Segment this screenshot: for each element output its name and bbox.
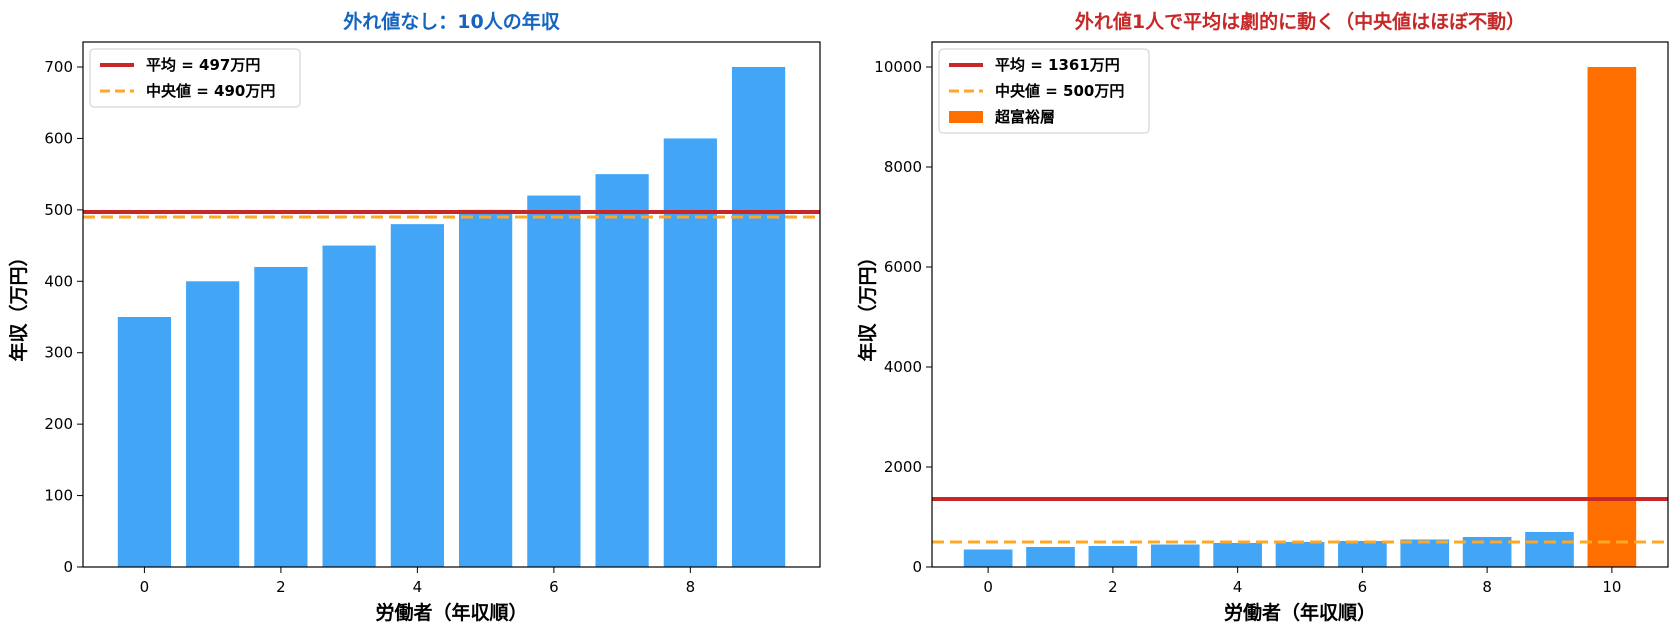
bar-worker-5: [459, 209, 513, 567]
x-axis-label: 労働者（年収順）: [1224, 601, 1376, 624]
bar-worker-4: [1213, 543, 1262, 567]
axes-frame: [82, 41, 821, 568]
x-tick-label: 2: [276, 578, 286, 596]
legend-box: [938, 48, 1150, 134]
x-tick-label: 0: [983, 578, 993, 596]
bar-worker-0: [117, 317, 172, 567]
bar-worker-9: [731, 67, 786, 567]
y-tick-label: 0: [63, 558, 73, 576]
bar-worker-6: [527, 195, 581, 568]
bar-worker-1: [1026, 547, 1075, 567]
y-tick-label: 200: [44, 415, 73, 433]
bar-worker-5: [1275, 542, 1325, 567]
y-axis-label: 年収（万円）: [856, 247, 879, 361]
y-tick-label: 6000: [884, 258, 922, 276]
y-tick-label: 600: [44, 129, 73, 147]
y-tick-label: 300: [44, 344, 73, 362]
chart-title: 外れ値1人で平均は劇的に動く（中央値はほぼ不動）: [1075, 10, 1525, 33]
legend-label: 平均 = 497万円: [146, 56, 260, 74]
x-tick-label: 4: [413, 578, 423, 596]
chart-panel-2: 0 2 4 6 8 10 0 2000 4000 6000 8000 10000 外れ値1人で平均は劇的…: [856, 10, 1669, 624]
x-axis-label: 労働者（年収順）: [375, 601, 527, 624]
bar-worker-8: [1462, 537, 1512, 567]
y-tick-label: 500: [44, 201, 73, 219]
x-tick-label: 8: [686, 578, 696, 596]
y-tick-label: 2000: [884, 458, 922, 476]
axes-frame: [931, 41, 1669, 568]
bar-worker-7: [1400, 539, 1450, 567]
legend-label: 中央値 = 490万円: [146, 82, 275, 100]
bar-worker-1: [186, 281, 240, 567]
bar-worker-2: [1088, 546, 1138, 567]
bar-worker-3: [1150, 544, 1200, 567]
x-tick-label: 0: [140, 578, 150, 596]
bar-worker-8: [663, 138, 717, 567]
bar-worker-3: [322, 245, 376, 568]
legend-label: 超富裕層: [994, 108, 1055, 126]
bar-worker-9: [1525, 532, 1574, 567]
y-tick-label: 4000: [884, 358, 922, 376]
legend-swatch-outlier: [949, 111, 983, 123]
y-tick-label: 8000: [884, 158, 922, 176]
x-tick-label: 6: [549, 578, 559, 596]
bar-worker-4: [390, 224, 444, 567]
y-tick-label: 0: [912, 558, 922, 576]
x-tick-label: 4: [1233, 578, 1243, 596]
x-tick-label: 2: [1108, 578, 1118, 596]
y-axis-label: 年収（万円）: [7, 247, 30, 361]
y-tick-label: 400: [44, 272, 73, 290]
legend-label: 平均 = 1361万円: [995, 56, 1120, 74]
legend-label: 中央値 = 500万円: [995, 82, 1124, 100]
y-tick-label: 10000: [874, 58, 922, 76]
legend-box: [89, 48, 301, 108]
x-tick-label: 6: [1358, 578, 1368, 596]
y-tick-label: 100: [44, 487, 73, 505]
x-tick-label: 8: [1482, 578, 1492, 596]
outlier-bar: [1587, 67, 1637, 567]
bar-worker-2: [254, 267, 308, 567]
bar-worker-0: [963, 549, 1013, 567]
y-tick-label: 700: [44, 58, 73, 76]
chart-panel-1: 0 2 4 6 8 0 100 200 300 400 500 600 700 外れ値なし：10人の年収労…: [7, 10, 821, 624]
x-tick-label: 10: [1602, 578, 1621, 596]
bar-worker-6: [1338, 541, 1387, 567]
chart-title: 外れ値なし：10人の年収: [343, 10, 560, 33]
bar-worker-7: [595, 174, 649, 567]
